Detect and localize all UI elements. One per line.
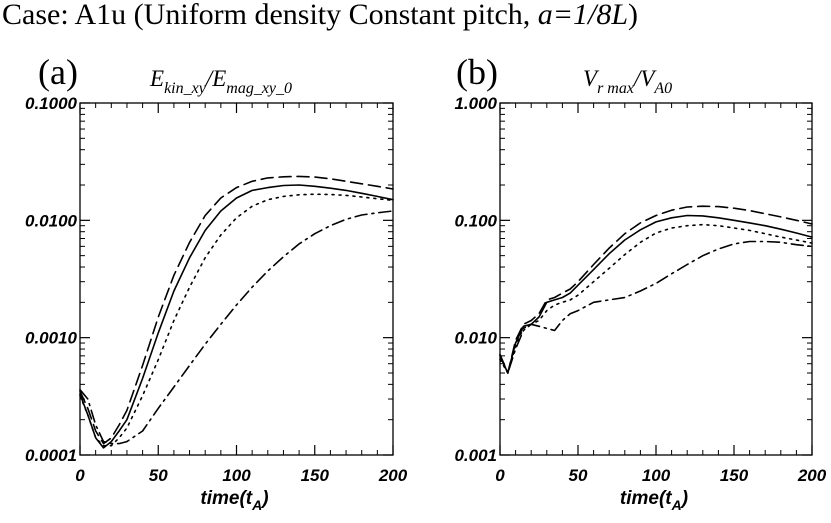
panel-title-subscript: r max: [597, 80, 634, 97]
x-tick-label: 50: [569, 466, 588, 485]
x-tick-label: 50: [149, 466, 168, 485]
series-line-dotted: [79, 193, 394, 447]
x-axis-label: time(tA): [620, 488, 688, 513]
panel-title-denominator: /V: [632, 66, 657, 91]
x-tick-label: 0: [495, 466, 505, 485]
series-line-dotted: [499, 223, 813, 374]
x-tick-label: 150: [301, 466, 330, 485]
y-tick-label: 0.0100: [25, 211, 78, 230]
series-line-solid: [499, 214, 813, 374]
x-tick-label: 100: [222, 466, 251, 485]
x-tick-label: 150: [720, 466, 749, 485]
y-tick-label: 0.001: [454, 446, 497, 465]
x-tick-label: 200: [797, 466, 827, 485]
x-axis-label: time(tA): [200, 488, 268, 513]
chart-panel-b: (b) Vr max/VA0 0.001 0.010 0.100 1.000 0 50 100 1…: [454, 52, 826, 513]
series-line-dash-dot: [499, 240, 813, 374]
figure-title-param: a=1/8L: [537, 0, 629, 31]
panel-title-symbol: E: [149, 66, 164, 91]
x-tick-label: 200: [378, 466, 408, 485]
y-tick-label: 0.0001: [25, 446, 77, 465]
panel-title-denominator-subscript: A0: [653, 80, 672, 97]
panel-letter: (b): [456, 52, 498, 92]
y-tick-label: 0.1000: [25, 94, 78, 113]
series-line-dashed: [79, 175, 394, 445]
panel-title: Ekin_xy/Emag_xy_0: [149, 66, 292, 97]
x-axis-label-subscript: A: [251, 497, 262, 513]
plot-frame: [79, 102, 394, 456]
x-axis-label-subscript: A: [671, 497, 682, 513]
x-axis-label-end: ): [260, 488, 268, 509]
panel-title-denominator: /E: [204, 66, 226, 91]
y-tick-label: 0.0010: [25, 329, 78, 348]
y-tick-label: 0.010: [454, 329, 497, 348]
figure-title-prefix: Case: A1u (Uniform density Constant pitc…: [2, 0, 538, 31]
series-line-dashed: [499, 205, 813, 374]
panel-title-symbol: V: [583, 66, 600, 91]
series-line-dash-dot: [79, 210, 394, 445]
panel-letter: (a): [38, 52, 78, 92]
y-tick-label: 0.100: [454, 211, 497, 230]
y-tick-label: 1.000: [454, 94, 497, 113]
figure-title: Case: A1u (Uniform density Constant pitc…: [2, 0, 638, 32]
chart-panel-a: (a) Ekin_xy/Emag_xy_0 0.0001 0.0010 0.0100 0.…: [25, 52, 408, 513]
x-tick-label: 100: [642, 466, 671, 485]
figure-title-suffix: ): [628, 0, 639, 31]
panel-title-subscript: kin_xy: [164, 80, 207, 97]
series-line-solid: [79, 184, 394, 449]
plot-frame: [499, 102, 813, 456]
x-axis-label-end: ): [680, 488, 688, 509]
x-axis-label-main: time(t: [200, 488, 252, 509]
panel-title-denominator-subscript: mag_xy_0: [226, 80, 292, 97]
x-tick-label: 0: [75, 466, 85, 485]
panel-title: Vr max/VA0: [583, 66, 672, 97]
x-axis-label-main: time(t: [620, 488, 672, 509]
